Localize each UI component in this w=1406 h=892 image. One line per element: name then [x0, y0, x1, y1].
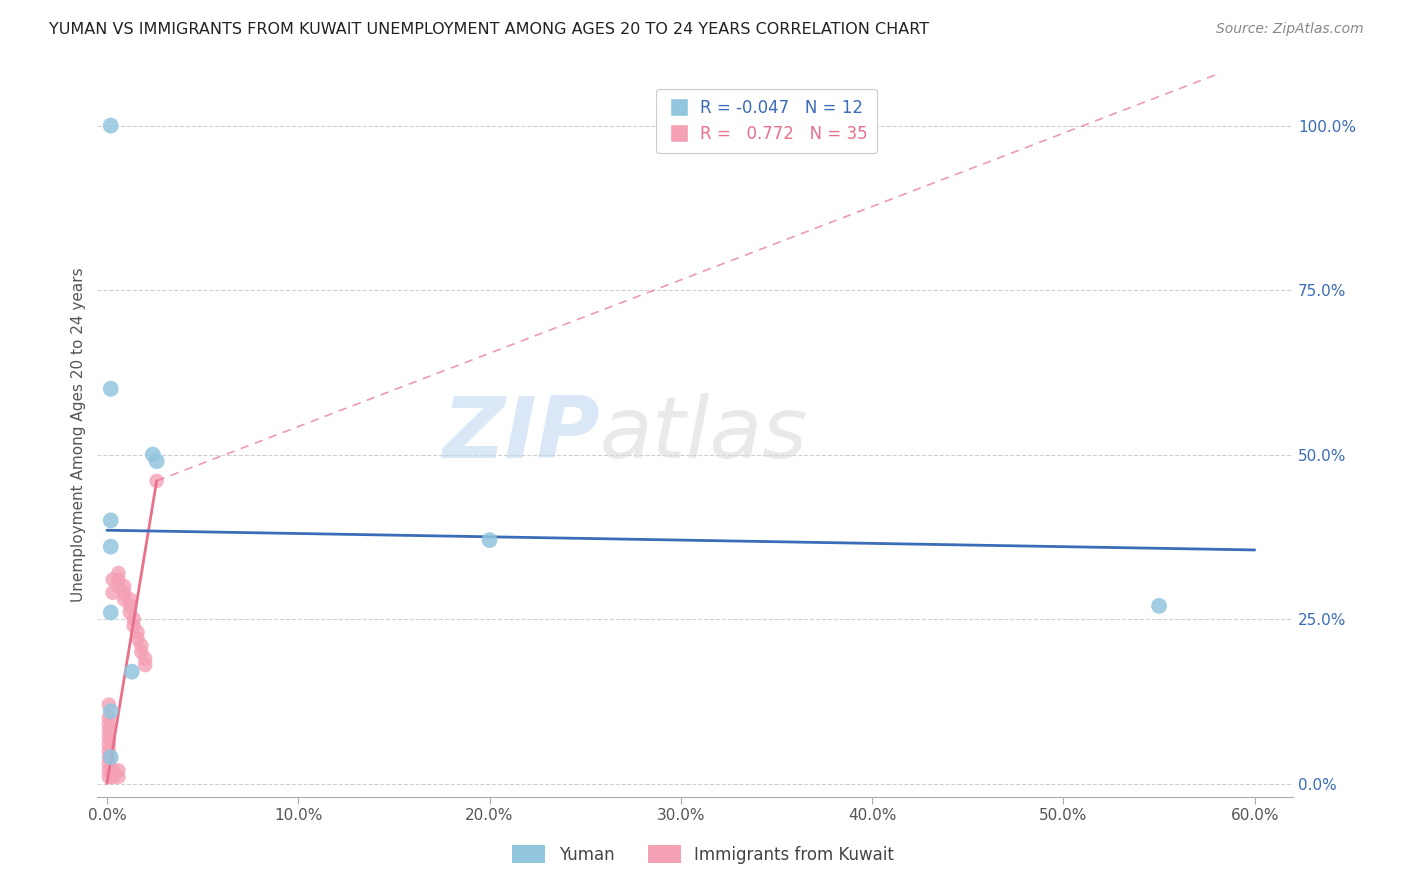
Point [101, 764, 124, 778]
Point [97, 723, 120, 738]
Point [97, 717, 120, 731]
Point [478, 533, 501, 547]
Point [121, 665, 143, 679]
Y-axis label: Unemployment Among Ages 20 to 24 years: Unemployment Among Ages 20 to 24 years [72, 268, 86, 602]
Point [100, 540, 122, 554]
Text: atlas: atlas [599, 393, 807, 476]
Point [134, 658, 156, 673]
Point [107, 579, 129, 593]
Point [134, 651, 156, 665]
Point [97, 711, 120, 725]
Text: ZIP: ZIP [441, 393, 599, 476]
Point [100, 750, 122, 764]
Point [97, 744, 120, 758]
Point [131, 638, 153, 652]
Point [97, 737, 120, 751]
Point [107, 764, 129, 778]
Point [107, 573, 129, 587]
Point [100, 382, 122, 396]
Point [122, 612, 145, 626]
Point [101, 770, 124, 784]
Text: Source: ZipAtlas.com: Source: ZipAtlas.com [1216, 22, 1364, 37]
Point [97, 750, 120, 764]
Point [118, 599, 141, 613]
Point [127, 632, 149, 646]
Point [131, 645, 153, 659]
Point [97, 770, 120, 784]
Point [112, 585, 135, 599]
Point [142, 448, 165, 462]
Point [100, 119, 122, 133]
Point [112, 592, 135, 607]
Point [97, 731, 120, 745]
Point [1147, 599, 1170, 613]
Legend: Yuman, Immigrants from Kuwait: Yuman, Immigrants from Kuwait [505, 838, 901, 871]
Point [127, 625, 149, 640]
Point [101, 585, 124, 599]
Point [107, 566, 129, 580]
Point [100, 606, 122, 620]
Point [100, 704, 122, 718]
Point [97, 764, 120, 778]
Text: YUMAN VS IMMIGRANTS FROM KUWAIT UNEMPLOYMENT AMONG AGES 20 TO 24 YEARS CORRELATI: YUMAN VS IMMIGRANTS FROM KUWAIT UNEMPLOY… [49, 22, 929, 37]
Point [118, 592, 141, 607]
Point [101, 573, 124, 587]
Point [112, 579, 135, 593]
Point [97, 756, 120, 771]
Point [145, 454, 167, 468]
Point [107, 770, 129, 784]
Legend: R = -0.047   N = 12, R =   0.772   N = 35: R = -0.047 N = 12, R = 0.772 N = 35 [657, 88, 877, 153]
Point [122, 618, 145, 632]
Point [100, 513, 122, 527]
Point [145, 474, 167, 488]
Point [118, 606, 141, 620]
Point [97, 698, 120, 712]
